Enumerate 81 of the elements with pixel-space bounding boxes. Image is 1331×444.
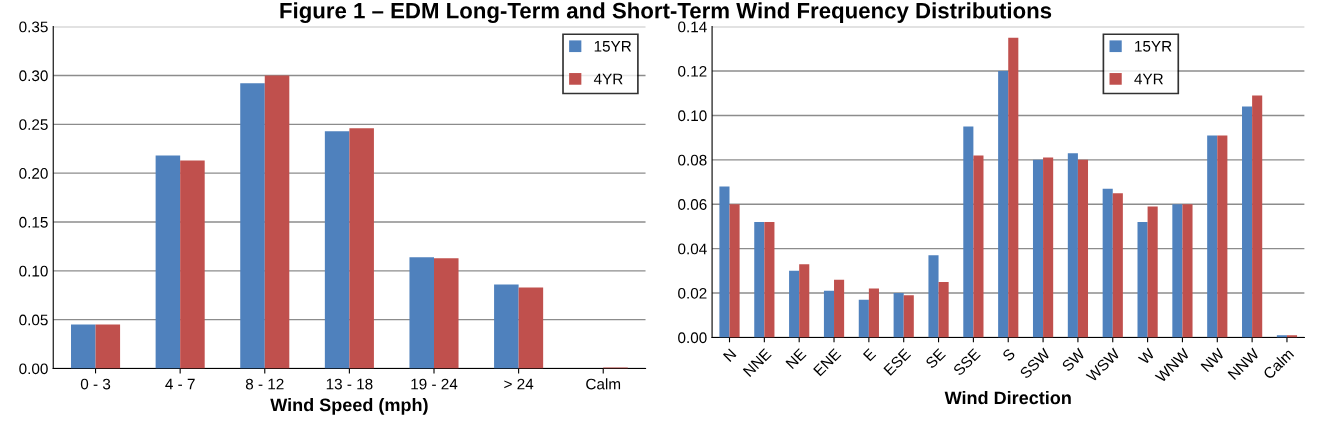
bar	[1207, 135, 1218, 338]
x-tick-label: 4 - 7	[165, 378, 195, 390]
bar	[71, 324, 96, 369]
bar	[1137, 222, 1148, 338]
y-tick-label: 0.08	[678, 154, 707, 166]
legend-label: 15YR	[594, 41, 632, 52]
bar	[434, 258, 459, 369]
x-axis-title: Wind Speed (mph)	[270, 398, 428, 415]
legend-label: 4YR	[593, 73, 623, 85]
bar	[95, 324, 121, 369]
y-tick-label: 0.15	[19, 216, 48, 228]
x-tick-label: E	[862, 348, 877, 362]
x-tick-label: N	[722, 348, 737, 362]
bar	[754, 222, 765, 338]
bar	[349, 128, 374, 369]
y-tick-label: 0.04	[678, 243, 707, 255]
bar	[799, 264, 810, 338]
x-tick-label: W	[1137, 347, 1156, 366]
bar	[893, 293, 904, 338]
bar	[1286, 335, 1298, 338]
bar	[1147, 206, 1158, 338]
bar	[1217, 135, 1228, 338]
bar	[729, 204, 740, 338]
bar	[903, 295, 914, 338]
bar	[834, 279, 845, 338]
x-tick-label: > 24	[504, 378, 534, 390]
bar	[963, 126, 974, 338]
x-axis-title: Wind Direction	[944, 390, 1071, 405]
bar	[1276, 335, 1287, 338]
y-tick-label: 0.05	[19, 314, 48, 326]
y-tick-label: 0.25	[19, 119, 48, 131]
y-tick-label: 0.10	[19, 265, 48, 277]
legend-label: 15YR	[1135, 41, 1172, 52]
bar	[789, 270, 800, 338]
y-tick-label: 0.30	[19, 70, 48, 82]
bar	[868, 288, 879, 338]
bar	[719, 186, 730, 338]
x-tick-label: 19 - 24	[411, 378, 458, 390]
y-tick-label: 0.02	[678, 287, 707, 299]
bar	[1252, 95, 1263, 338]
y-tick-label: 0.35	[19, 21, 48, 33]
bar	[409, 257, 434, 369]
y-tick-label: 0.00	[678, 332, 707, 344]
y-tick-label: 0.20	[19, 168, 48, 179]
x-tick-label: NW	[1200, 347, 1226, 373]
bar	[1102, 188, 1113, 338]
x-tick-label: NE	[785, 348, 807, 370]
bar	[1077, 159, 1089, 338]
bar	[1172, 204, 1183, 338]
x-tick-label: SE	[924, 347, 947, 370]
bar	[1112, 193, 1123, 338]
bar	[264, 75, 290, 369]
legend-label: 4YR	[1134, 73, 1163, 85]
x-tick-label: SW	[1061, 347, 1086, 373]
bar	[1043, 157, 1054, 338]
bar	[973, 155, 984, 338]
x-tick-label: S	[1001, 347, 1016, 362]
x-tick-label: 13 - 18	[326, 378, 373, 390]
bar	[928, 255, 939, 338]
bar	[1008, 37, 1019, 338]
bar	[1242, 106, 1253, 338]
bar	[858, 299, 869, 338]
bar	[764, 222, 775, 338]
bar	[823, 290, 835, 338]
bar	[518, 287, 544, 369]
x-tick-label: 0 - 3	[80, 378, 111, 390]
bar	[998, 71, 1009, 338]
bar	[180, 160, 205, 369]
y-tick-label: 0.10	[678, 110, 707, 122]
y-tick-label: 0.12	[678, 65, 707, 77]
bar	[1032, 159, 1044, 338]
bar	[1067, 153, 1078, 338]
bar	[938, 281, 949, 338]
y-tick-label: 0.00	[19, 363, 48, 375]
bar	[324, 131, 350, 369]
bar	[1182, 204, 1193, 338]
bar	[240, 83, 265, 369]
x-tick-label: 8 - 12	[245, 378, 284, 390]
y-tick-label: 0.06	[678, 199, 707, 210]
x-tick-label: Calm	[586, 378, 621, 390]
bar	[155, 155, 181, 369]
